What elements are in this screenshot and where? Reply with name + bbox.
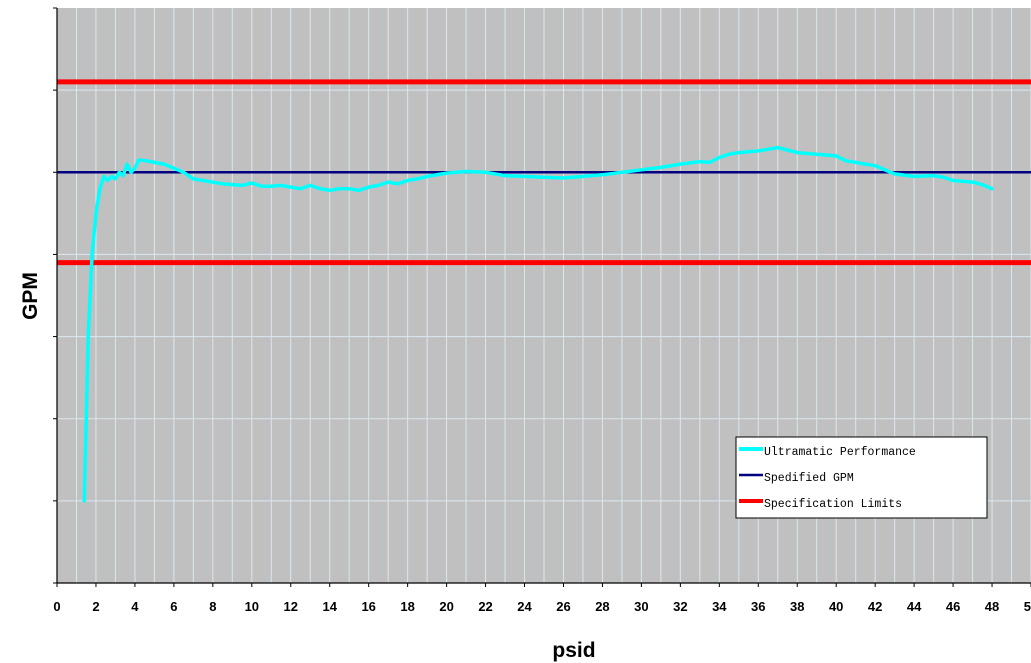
x-tick-label: 20 — [439, 599, 453, 614]
legend-box — [735, 436, 988, 519]
y-axis-title: GPM — [19, 272, 42, 320]
x-tick-label: 34 — [712, 599, 727, 614]
legend: Ultramatic Performance Spedified GPM Speci… — [735, 436, 988, 519]
reference-lines — [57, 79, 1031, 266]
x-tick-label: 10 — [245, 599, 259, 614]
x-tick-label: 14 — [322, 599, 337, 614]
x-tick-label: 2 — [92, 599, 99, 614]
x-tick-label: 36 — [751, 599, 765, 614]
x-tick-label: 26 — [556, 599, 570, 614]
x-tick-label: 42 — [868, 599, 882, 614]
x-tick-label: 32 — [673, 599, 687, 614]
x-tick-label: 40 — [829, 599, 843, 614]
legend-label: Specification Limits — [764, 498, 902, 511]
x-tick-label: 24 — [517, 599, 532, 614]
x-tick-label: 46 — [946, 599, 960, 614]
x-tick-label: 6 — [170, 599, 177, 614]
legend-label: Ultramatic Performance — [764, 446, 916, 459]
legend-label: Spedified GPM — [764, 472, 854, 485]
x-tick-label: 22 — [478, 599, 492, 614]
series-layer — [82, 145, 994, 503]
x-tick-label: 4 — [131, 599, 139, 614]
x-tick-label: 44 — [907, 599, 922, 614]
x-tick-label: 16 — [361, 599, 375, 614]
x-tick-label: 0 — [53, 599, 60, 614]
x-axis-title: psid — [552, 639, 595, 662]
x-tick-label: 8 — [209, 599, 216, 614]
x-tick-label: 18 — [400, 599, 414, 614]
x-tick-label: 28 — [595, 599, 609, 614]
x-tick-label: 38 — [790, 599, 804, 614]
x-tick-label: 30 — [634, 599, 648, 614]
ultramatic-performance-line — [82, 145, 994, 503]
x-tick-label: 48 — [985, 599, 999, 614]
x-tick-labels: 0 2 4 6 8 10 12 14 16 18 20 22 24 26 28 30 32 34 36 38 40 42 4… — [53, 599, 1031, 614]
x-tick-label: 12 — [284, 599, 298, 614]
x-tick-label: 50 — [1024, 599, 1031, 614]
axes — [53, 7, 1031, 587]
